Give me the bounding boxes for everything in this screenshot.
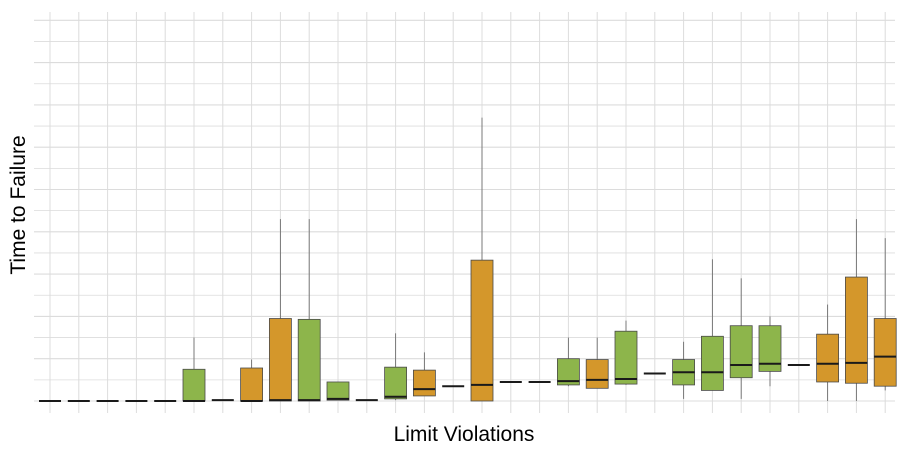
box-16 (470, 117, 494, 402)
box-iqr (326, 381, 350, 401)
box-10 (297, 219, 321, 402)
box-iqr (268, 318, 292, 402)
box-9 (268, 219, 292, 402)
box-19 (557, 337, 580, 387)
box-21 (614, 320, 638, 385)
x-axis-title: Limit Violations (394, 423, 535, 446)
box-26 (758, 316, 782, 387)
box-iqr (816, 333, 839, 383)
box-29 (845, 219, 868, 401)
box-iqr (758, 325, 782, 372)
y-axis-title: Time to Failure (7, 135, 30, 274)
box-24 (701, 259, 724, 391)
box-iqr (557, 358, 580, 386)
box-11 (326, 381, 350, 401)
box-iqr (412, 369, 436, 397)
box-iqr (701, 335, 724, 391)
box-iqr (873, 318, 897, 387)
box-28 (816, 304, 839, 401)
box-iqr (585, 359, 609, 389)
box-23 (672, 341, 695, 399)
box-30 (873, 238, 897, 391)
box-iqr (845, 276, 868, 384)
box-iqr (470, 259, 494, 402)
box-iqr (384, 366, 408, 400)
box-20 (585, 337, 609, 389)
box-iqr (240, 367, 264, 402)
box-14 (412, 352, 436, 397)
box-8 (240, 359, 264, 402)
box-iqr (182, 368, 206, 402)
box-25 (729, 278, 753, 399)
box-iqr (729, 325, 753, 379)
box-iqr (297, 318, 321, 402)
boxes (39, 117, 897, 402)
box-6 (182, 337, 206, 402)
box-13 (384, 333, 408, 401)
box-iqr (614, 330, 638, 385)
